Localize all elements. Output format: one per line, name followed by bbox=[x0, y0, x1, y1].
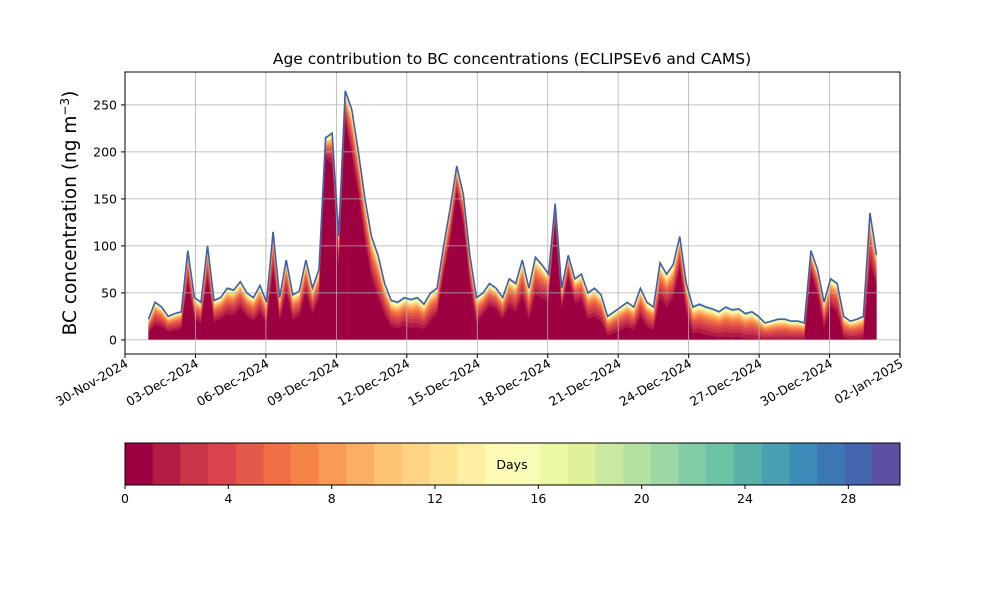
y-tick-label: 0 bbox=[109, 332, 117, 347]
colorbar-segment bbox=[318, 443, 347, 485]
colorbar-segment bbox=[761, 443, 790, 485]
colorbar-segment bbox=[844, 443, 873, 485]
colorbar-label: Days bbox=[496, 457, 527, 472]
colorbar-tick-label: 16 bbox=[530, 491, 546, 506]
y-axis-label-close: ) bbox=[60, 91, 81, 98]
y-tick-label: 100 bbox=[93, 238, 117, 253]
total-outline-line bbox=[147, 90, 878, 325]
colorbar-segment bbox=[291, 443, 320, 485]
colorbar-segment bbox=[208, 443, 237, 485]
colorbar-segment bbox=[650, 443, 680, 485]
colorbar-segment bbox=[263, 443, 292, 485]
colorbar-tick-label: 0 bbox=[121, 491, 129, 506]
y-axis-ticks: 0 50 100 150 200 250 bbox=[93, 97, 125, 347]
colorbar-segment bbox=[457, 443, 486, 485]
colorbar-tick-label: 4 bbox=[224, 491, 232, 506]
colorbar-tick-label: 28 bbox=[840, 491, 856, 506]
stacked-area-series bbox=[148, 90, 877, 340]
y-axis-label: BC concentration (ng m−3) bbox=[58, 91, 81, 336]
colorbar-tick-label: 8 bbox=[328, 491, 336, 506]
colorbar-segment bbox=[706, 443, 735, 485]
y-tick-label: 250 bbox=[93, 97, 117, 112]
total-outline-series bbox=[147, 90, 878, 325]
area-layer-day-0 bbox=[148, 120, 877, 340]
colorbar-ticks: 0 4 8 12 16 20 24 28 bbox=[121, 485, 856, 506]
colorbar-segment bbox=[429, 443, 458, 485]
y-tick-label: 150 bbox=[93, 191, 117, 206]
colorbar-segment bbox=[789, 443, 818, 485]
colorbar-segment bbox=[623, 443, 652, 485]
colorbar-frame bbox=[124, 442, 901, 486]
colorbar-segment bbox=[872, 443, 901, 485]
colorbar-segment bbox=[235, 443, 264, 485]
chart-title: Age contribution to BC concentrations (E… bbox=[273, 50, 751, 68]
colorbar-segment bbox=[567, 443, 597, 485]
colorbar bbox=[124, 442, 901, 486]
colorbar-segment bbox=[540, 443, 569, 485]
colorbar-segment bbox=[484, 443, 513, 485]
y-tick-label: 200 bbox=[93, 144, 117, 159]
colorbar-segment bbox=[125, 443, 154, 485]
colorbar-segment bbox=[374, 443, 403, 485]
colorbar-segment bbox=[678, 443, 707, 485]
colorbar-segment bbox=[346, 443, 375, 485]
colorbar-segment bbox=[733, 443, 763, 485]
plot-frame bbox=[124, 71, 901, 355]
y-tick-label: 50 bbox=[101, 285, 117, 300]
colorbar-tick-label: 12 bbox=[427, 491, 443, 506]
colorbar-segment bbox=[816, 443, 846, 485]
y-axis-label-main: BC concentration (ng m bbox=[60, 116, 81, 336]
y-axis-label-superscript: −3 bbox=[58, 98, 72, 116]
colorbar-segment bbox=[152, 443, 181, 485]
colorbar-segment bbox=[180, 443, 209, 485]
colorbar-segment bbox=[401, 443, 430, 485]
colorbar-tick-label: 24 bbox=[737, 491, 753, 506]
colorbar-tick-label: 20 bbox=[634, 491, 650, 506]
colorbar-segment bbox=[595, 443, 624, 485]
colorbar-segment bbox=[512, 443, 541, 485]
